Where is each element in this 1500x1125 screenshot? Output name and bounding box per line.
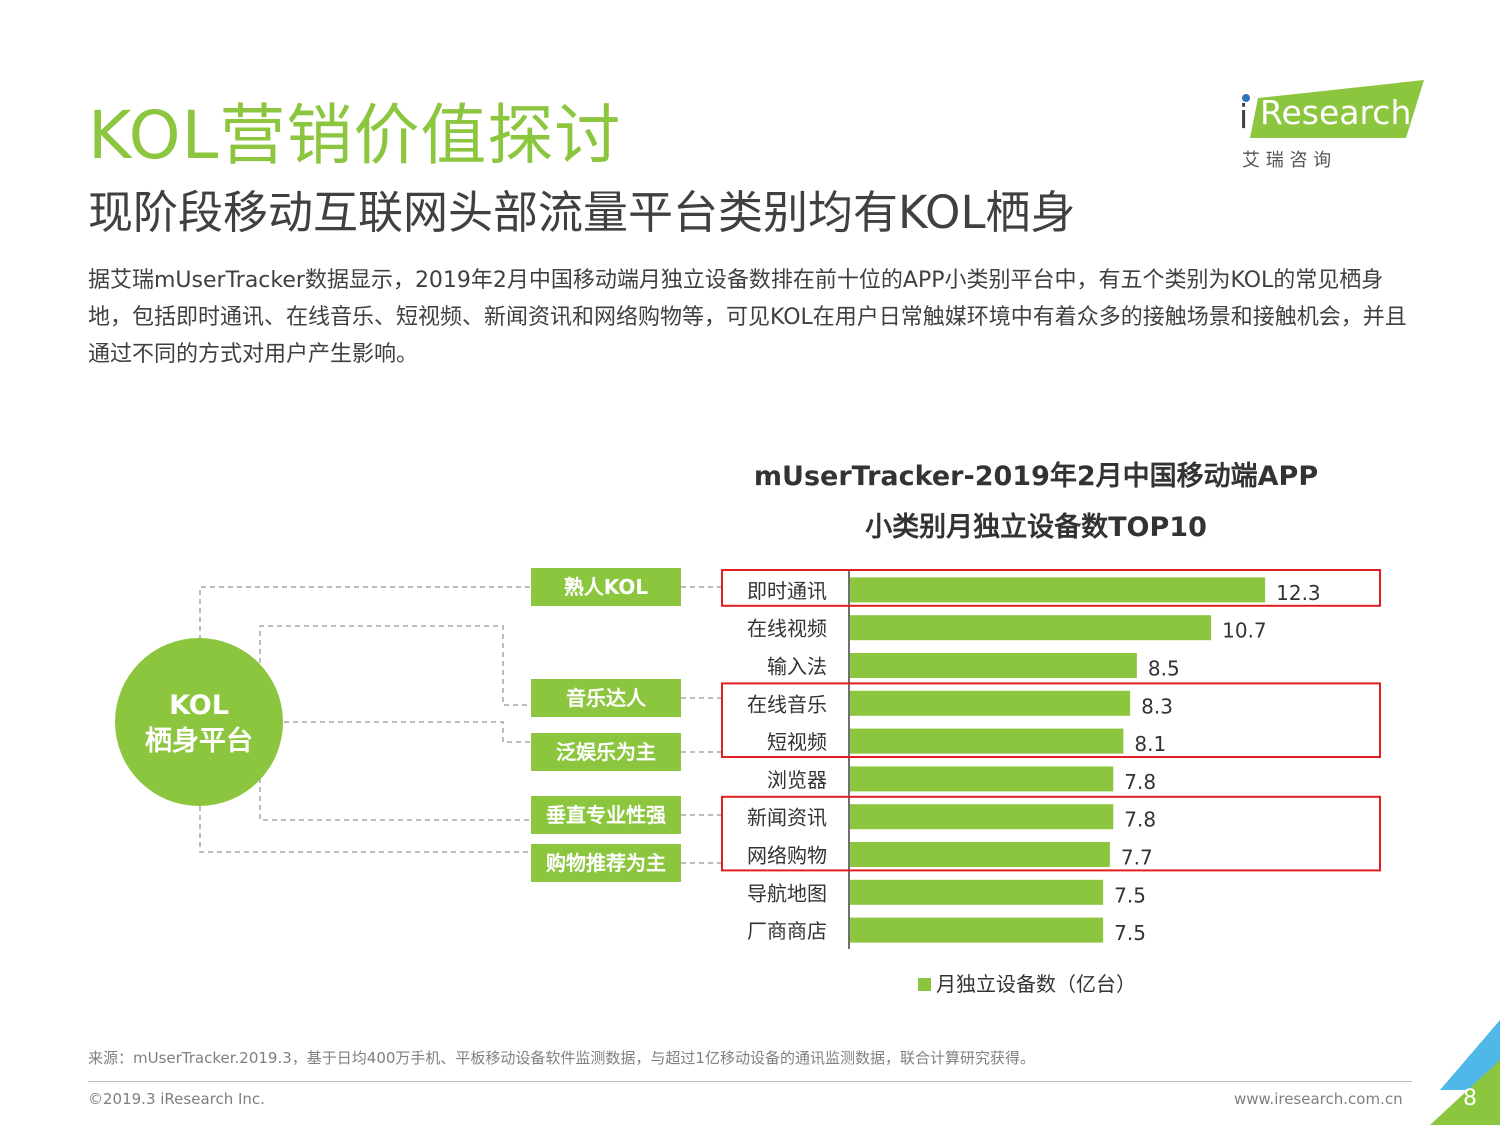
connector-line [259, 778, 531, 821]
connector-line [284, 721, 531, 743]
category-label: 短视频 [767, 730, 827, 754]
chart-title-line2: 小类别月独立设备数TOP10 [865, 512, 1207, 543]
value-label: 8.5 [1148, 657, 1180, 681]
category-label: 即时通讯 [747, 579, 827, 603]
kol-category-label: 泛娱乐为主 [556, 740, 656, 764]
bar [850, 653, 1137, 678]
category-label: 新闻资讯 [747, 806, 827, 830]
legend-swatch [918, 978, 931, 991]
value-label: 8.3 [1141, 694, 1173, 718]
source-note: 来源：mUserTracker.2019.3，基于日均400万手机、平板移动设备… [88, 1049, 1035, 1067]
category-label: 在线视频 [747, 617, 827, 641]
kol-category-label: 熟人KOL [564, 575, 649, 599]
value-label: 7.5 [1114, 883, 1146, 907]
kol-category-box [531, 733, 681, 771]
footer-divider [88, 1081, 1412, 1082]
bar [850, 577, 1266, 603]
bar-chart: 即时通讯 12.3 在线视频 10.7 输入法 8.5 在线音乐 8.3 短视频 8.1 浏览器 7.… [721, 569, 1381, 949]
value-label: 7.8 [1124, 770, 1156, 794]
connector-line [199, 586, 531, 640]
kol-center-circle [115, 638, 283, 806]
corner-blue-triangle [1440, 1020, 1500, 1090]
kol-category-box [531, 844, 681, 882]
body-paragraph: 据艾瑞mUserTracker数据显示，2019年2月中国移动端月独立设备数排在… [88, 268, 1407, 367]
category-label: 网络购物 [747, 844, 827, 868]
bar [850, 804, 1114, 830]
value-label: 7.8 [1124, 808, 1156, 832]
highlight-box [721, 682, 1381, 759]
logo-i: i [1239, 97, 1248, 136]
value-label: 7.5 [1114, 921, 1146, 945]
copyright: ©2019.3 iResearch Inc. [88, 1090, 265, 1108]
category-label: 输入法 [767, 655, 827, 679]
category-label: 导航地图 [747, 881, 827, 905]
highlight-box [721, 795, 1381, 872]
value-label: 12.3 [1276, 581, 1321, 605]
kol-category-box [531, 796, 681, 834]
page-subtitle: 现阶段移动互联网头部流量平台类别均有KOL栖身 [88, 186, 1076, 239]
page-number: 8 [1463, 1086, 1477, 1111]
iresearch-logo: i Research 艾 瑞 咨 询 [1239, 80, 1424, 171]
chart-legend: 月独立设备数（亿台） [918, 968, 1136, 997]
logo-word: Research [1260, 93, 1411, 132]
value-label: 7.7 [1121, 846, 1153, 870]
bar [850, 842, 1110, 867]
bar [850, 690, 1131, 716]
logo-chinese: 艾 瑞 咨 询 [1242, 150, 1331, 171]
value-label: 10.7 [1222, 619, 1267, 643]
bar [850, 728, 1124, 754]
kol-category-box [531, 568, 681, 606]
kol-category-label: 音乐达人 [566, 686, 647, 710]
kol-category-label: 购物推荐为主 [546, 851, 666, 875]
website-link[interactable]: www.iresearch.com.cn [1234, 1090, 1403, 1108]
legend-label: 月独立设备数（亿台） [936, 972, 1136, 996]
connector-line [259, 625, 531, 706]
category-label: 在线音乐 [747, 692, 827, 716]
kol-center-line1: KOL [169, 690, 229, 721]
category-label: 浏览器 [767, 768, 827, 792]
kol-category-label: 垂直专业性强 [546, 803, 666, 827]
kol-category-box [531, 679, 681, 717]
page-title: KOL营销价值探讨 [88, 97, 622, 174]
bar [850, 615, 1212, 641]
logo-dot-icon [1242, 94, 1250, 102]
bar [850, 917, 1104, 943]
value-label: 8.1 [1134, 732, 1166, 756]
highlight-box [721, 569, 1381, 607]
kol-center-line2: 栖身平台 [145, 725, 253, 757]
bar [850, 766, 1114, 792]
corner-decoration [1430, 1020, 1500, 1125]
category-label: 厂商商店 [747, 919, 827, 943]
connector-line [199, 806, 531, 853]
corner-green-triangle [1430, 1060, 1500, 1125]
bar [850, 879, 1104, 905]
logo-green-banner [1250, 80, 1424, 138]
chart-title-line1: mUserTracker-2019年2月中国移动端APP [753, 461, 1319, 492]
